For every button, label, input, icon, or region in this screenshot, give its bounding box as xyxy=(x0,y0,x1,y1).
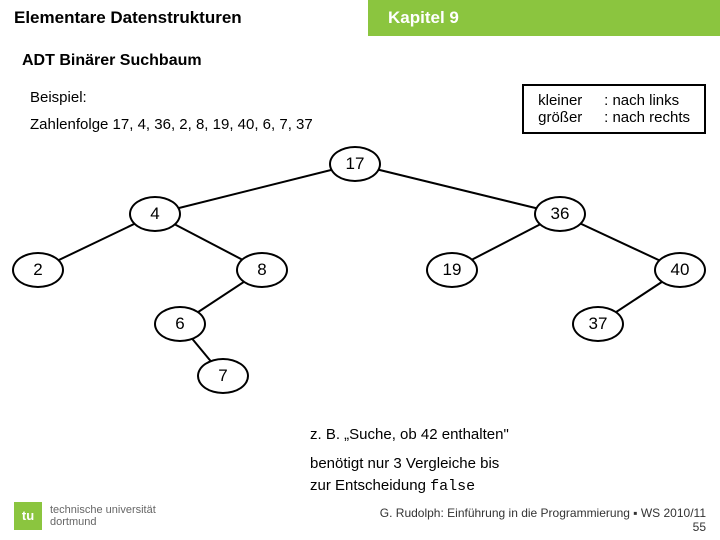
note-line1: z. B. „Suche, ob 42 enthalten" xyxy=(310,424,610,447)
university-logo: tu technische universität dortmund xyxy=(14,502,156,530)
header-right-chapter: Kapitel 9 xyxy=(370,0,720,36)
note-line2: benötigt nur 3 Vergleiche bis zur Entsch… xyxy=(310,453,610,499)
code-false: false xyxy=(430,478,475,495)
tree-node-2: 2 xyxy=(12,252,64,288)
tree-node-7: 7 xyxy=(197,358,249,394)
tree-edge xyxy=(355,164,560,214)
tree-node-8: 8 xyxy=(236,252,288,288)
legend-row-greater: größer : nach rechts xyxy=(538,109,690,126)
tree-node-36: 36 xyxy=(534,196,586,232)
legend-val-smaller: : nach links xyxy=(604,92,679,109)
tree-node-19: 19 xyxy=(426,252,478,288)
tree-node-4: 4 xyxy=(129,196,181,232)
search-note: z. B. „Suche, ob 42 enthalten" benötigt … xyxy=(310,424,610,499)
tree-edge xyxy=(155,164,355,214)
logo-text: technische universität dortmund xyxy=(50,504,156,528)
tree-node-6: 6 xyxy=(154,306,206,342)
legend-key-smaller: kleiner xyxy=(538,92,604,109)
number-sequence: Zahlenfolge 17, 4, 36, 2, 8, 19, 40, 6, … xyxy=(30,111,522,138)
tree-node-40: 40 xyxy=(654,252,706,288)
legend-key-greater: größer xyxy=(538,109,604,126)
legend-val-greater: : nach rechts xyxy=(604,109,690,126)
footer-credit: G. Rudolph: Einführung in die Programmie… xyxy=(380,506,706,520)
slide-subtitle: ADT Binärer Suchbaum xyxy=(0,36,720,78)
footer: G. Rudolph: Einführung in die Programmie… xyxy=(380,506,706,534)
tree-node-17: 17 xyxy=(329,146,381,182)
header-left-title: Elementare Datenstrukturen xyxy=(0,0,370,36)
slide-number: 55 xyxy=(380,520,706,534)
header-bar: Elementare Datenstrukturen Kapitel 9 xyxy=(0,0,720,36)
description-row: Beispiel: Zahlenfolge 17, 4, 36, 2, 8, 1… xyxy=(0,78,720,138)
logo-mark: tu xyxy=(14,502,42,530)
description-text: Beispiel: Zahlenfolge 17, 4, 36, 2, 8, 1… xyxy=(30,84,522,138)
legend-row-smaller: kleiner : nach links xyxy=(538,92,690,109)
legend-box: kleiner : nach links größer : nach recht… xyxy=(522,84,706,134)
example-label: Beispiel: xyxy=(30,84,522,111)
tree-diagram: 17 4 36 2 8 19 40 6 37 7 xyxy=(0,142,720,392)
tree-node-37: 37 xyxy=(572,306,624,342)
